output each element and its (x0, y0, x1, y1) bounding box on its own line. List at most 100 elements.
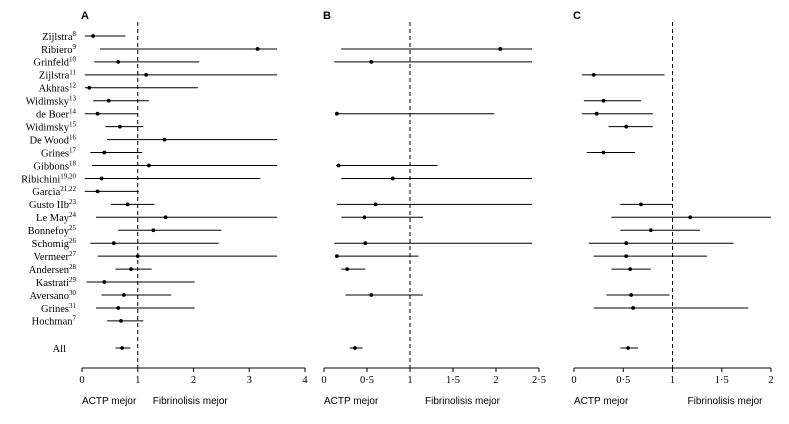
study-label: Grinfeld10 (33, 56, 76, 69)
study-point (624, 241, 629, 246)
study-label: Vermeer27 (33, 250, 76, 263)
study-label: Schomig26 (32, 237, 77, 250)
study-label: Akhras12 (39, 82, 77, 95)
left-caption: ACTP mejor (574, 396, 629, 407)
study-label: Hochman7 (32, 315, 77, 328)
study-point (369, 60, 374, 64)
study-point (99, 176, 104, 181)
panel-letter: B (323, 10, 331, 22)
study-label: Gusto IIb23 (29, 198, 76, 211)
study-point (95, 111, 100, 116)
x-tick-label: 4 (302, 375, 308, 386)
study-label: Gibbons18 (33, 159, 76, 172)
study-point (629, 293, 634, 297)
study-point (601, 150, 606, 155)
x-tick-label: 2 (768, 375, 773, 386)
study-point (373, 202, 378, 207)
study-point (336, 163, 341, 168)
x-tick-label: 3 (247, 375, 252, 386)
panel-c: C 0 0·5 1 1·5 2 ACTP mejor Fibrinolisis mejor (571, 10, 773, 407)
x-tick-label: 0·5 (616, 375, 630, 386)
study-point (144, 72, 149, 77)
study-labels: Zijlstra8Ribiero9Grinfeld10Zijlstra11Akh… (21, 30, 76, 355)
study-label: Grines31 (41, 302, 77, 315)
study-label: de Boer14 (36, 108, 76, 121)
study-point (119, 319, 123, 323)
x-tick-label: 2 (191, 375, 196, 386)
study-point (335, 254, 339, 259)
study-point (362, 215, 367, 220)
study-point (624, 124, 629, 129)
study-label: Le May24 (36, 211, 76, 224)
study-label: De Wood16 (30, 133, 77, 146)
study-point (498, 47, 503, 51)
study-point (255, 47, 260, 51)
x-tick-label: 0 (79, 375, 84, 386)
overall-point (626, 346, 631, 350)
study-label: Andersen28 (29, 263, 77, 276)
study-point (106, 98, 111, 103)
study-point (129, 267, 133, 271)
x-tick-label: 1 (407, 375, 412, 386)
study-point (118, 124, 122, 129)
study-point (335, 111, 339, 116)
left-caption: ACTP mejor (324, 396, 379, 407)
study-label: Zijlstra8 (42, 30, 76, 43)
x-tick-label: 2 (493, 375, 498, 386)
study-point (87, 85, 92, 90)
panel-letter: C (573, 10, 581, 22)
study-label: Zijlstra11 (39, 69, 77, 82)
study-point (116, 60, 121, 64)
x-tick-label: 1·5 (715, 375, 729, 386)
x-tick-label: 0 (571, 375, 576, 386)
x-tick-label: 1 (135, 375, 140, 386)
x-tick-label: 2·5 (532, 375, 546, 386)
study-label: Widimsky13 (26, 95, 77, 108)
study-label: Grines17 (41, 146, 77, 159)
study-point (628, 267, 633, 271)
study-point (594, 111, 599, 116)
study-point (147, 163, 151, 168)
study-label: Widimsky15 (26, 120, 77, 133)
panel-letter: A (81, 10, 89, 22)
study-point (688, 215, 693, 220)
study-point (116, 306, 121, 310)
study-point (591, 72, 596, 77)
study-point (125, 202, 130, 207)
study-point (163, 215, 168, 220)
study-label: Ribiero9 (41, 43, 77, 56)
study-point (91, 34, 96, 38)
study-point (95, 189, 100, 194)
study-point (639, 202, 643, 207)
study-label: Garcia21,22 (32, 185, 76, 198)
study-point (102, 150, 107, 155)
study-point (369, 293, 374, 297)
study-point (345, 267, 350, 271)
study-point (135, 254, 140, 259)
left-caption: ACTP mejor (82, 396, 137, 407)
x-tick-label: 1·5 (446, 375, 460, 386)
study-label: Kastrati29 (36, 276, 77, 289)
study-point (631, 306, 635, 310)
study-point (648, 228, 653, 233)
study-point (390, 176, 395, 181)
study-label: Aversano30 (30, 289, 77, 302)
right-caption: Fibrinolisis mejor (425, 396, 501, 407)
overall-point (120, 346, 125, 350)
study-point (121, 293, 126, 297)
study-label: Ribichini19,20 (21, 172, 76, 185)
forest-panels: A 0 1 2 3 4 ACTP mejor Fibrinolisis mejor B 0 0·5 1… (79, 10, 773, 407)
study-point (601, 98, 606, 103)
study-point (111, 241, 116, 246)
study-point (363, 241, 368, 246)
x-tick-label: 0 (321, 375, 326, 386)
panel-b: B 0 0·5 1 1·5 2 2·5 ACTP mejor Fibrinolisis mejo… (321, 10, 546, 407)
right-caption: Fibrinolisis mejor (153, 396, 229, 407)
x-tick-label: 0·5 (360, 375, 374, 386)
study-point (624, 254, 629, 259)
study-label: Bonnefoy25 (28, 224, 77, 237)
study-point (162, 137, 167, 142)
panel-a: A 0 1 2 3 4 ACTP mejor Fibrinolisis mejor (79, 10, 308, 407)
study-point (151, 228, 156, 233)
